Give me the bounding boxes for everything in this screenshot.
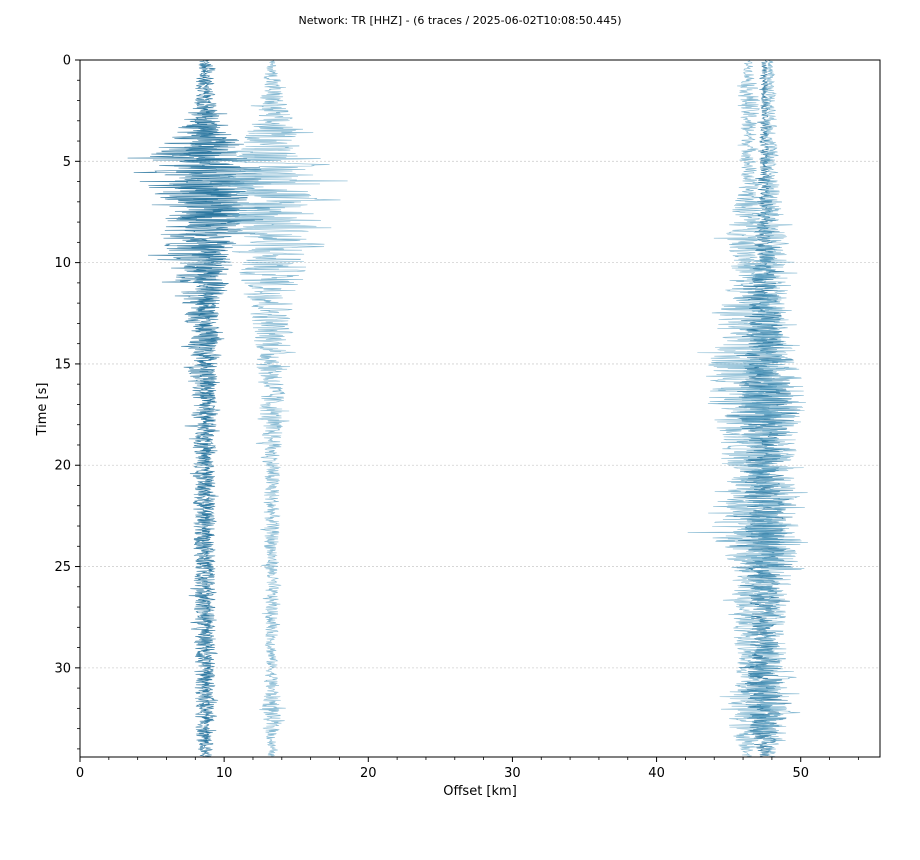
y-tick-label: 30: [54, 661, 71, 676]
x-tick-label: 0: [76, 766, 84, 781]
y-tick-label: 25: [54, 560, 71, 575]
trace-2: [160, 59, 255, 758]
x-axis-label: Offset [km]: [443, 784, 517, 799]
x-tick-label: 30: [504, 766, 521, 781]
x-tick-label: 40: [648, 766, 665, 781]
y-tick-label: 20: [54, 459, 71, 474]
chart-title: Network: TR [HHZ] - (6 traces / 2025-06-…: [298, 14, 621, 27]
y-axis-label: Time [s]: [35, 383, 50, 437]
y-tick-label: 5: [63, 155, 71, 170]
traces: [127, 59, 808, 758]
x-axis-ticks: 0 10 20 30 40 50: [76, 757, 859, 781]
trace-6: [718, 59, 808, 758]
y-tick-label: 10: [54, 256, 71, 271]
y-axis-ticks: 0 5 10 15 20 25 30: [54, 54, 80, 750]
trace-4: [687, 59, 806, 758]
x-tick-label: 10: [216, 766, 233, 781]
y-tick-label: 15: [54, 357, 71, 372]
y-tick-label: 0: [63, 54, 71, 69]
x-tick-label: 50: [792, 766, 809, 781]
plot-frame: [79, 59, 881, 758]
trace-3: [209, 59, 348, 758]
x-tick-label: 20: [360, 766, 377, 781]
